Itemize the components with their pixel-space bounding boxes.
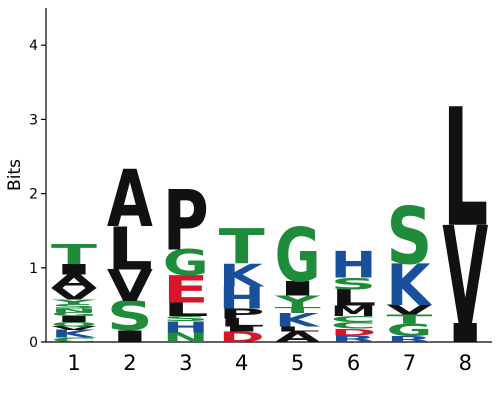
logo-letter-g: G xyxy=(51,311,97,317)
logo-letter-a: A xyxy=(275,329,322,345)
logo-letter-m: M xyxy=(331,303,377,320)
logo-letter-i: I xyxy=(51,314,97,323)
logo-letter-d: D xyxy=(331,327,377,338)
x-tick-label: 7 xyxy=(403,351,416,375)
x-tick-label: 4 xyxy=(235,351,248,375)
logo-letter-y: Y xyxy=(50,299,96,306)
logo-letter-v: V xyxy=(386,303,433,318)
logo-letter-r: R xyxy=(331,334,377,345)
logo-letter-k: K xyxy=(275,310,321,331)
logo-letter-l: L xyxy=(331,285,377,311)
logo-letter-g: G xyxy=(386,320,432,340)
logo-letter-d: D xyxy=(219,329,265,346)
logo-letter-h: H xyxy=(219,281,265,316)
logo-letter-i: I xyxy=(51,261,97,278)
logo-letter-g: G xyxy=(275,212,321,299)
x-tick-label: 5 xyxy=(291,351,304,375)
logo-letter-k: K xyxy=(386,253,432,319)
logo-letters: CKVQIGNSYVAITISVLANHSLEGPDILPHKTALKTYIGR… xyxy=(50,74,488,356)
logo-letter-s: S xyxy=(163,315,209,323)
x-ticks: 1 2 3 4 5 6 7 8 xyxy=(67,351,472,375)
logo-letter-h: H xyxy=(163,318,209,336)
y-axis-label: Bits xyxy=(5,159,25,191)
logo-letter-n: N xyxy=(163,330,209,345)
y-tick-label: 0 xyxy=(29,335,38,351)
logo-letter-i: I xyxy=(275,277,321,299)
logo-letter-s: S xyxy=(107,294,153,340)
y-tick-label: 4 xyxy=(29,38,38,54)
logo-letter-a: A xyxy=(51,271,97,292)
logo-letter-s: S xyxy=(331,274,377,293)
logo-letter-i: I xyxy=(107,327,153,346)
x-tick-label: 8 xyxy=(459,351,472,375)
y-tick-label: 2 xyxy=(29,187,38,203)
axes xyxy=(45,8,492,343)
logo-letter-a: A xyxy=(107,155,153,245)
logo-letter-l: L xyxy=(442,74,488,264)
x-tick-label: 3 xyxy=(179,351,192,375)
logo-letter-v: V xyxy=(51,285,97,304)
logo-letter-s: S xyxy=(386,191,432,282)
logo-letter-g: G xyxy=(163,243,209,285)
y-ticks: 0 1 2 3 4 xyxy=(29,38,46,351)
logo-letter-h: H xyxy=(331,245,377,287)
logo-letter-t: T xyxy=(219,219,265,275)
logo-letter-q: Q xyxy=(51,321,97,328)
y-tick-label: 3 xyxy=(29,112,38,128)
logo-letter-k: K xyxy=(51,328,97,340)
x-tick-label: 6 xyxy=(347,351,360,375)
logo-letter-y: Y xyxy=(274,292,320,311)
logo-letter-p: P xyxy=(219,306,265,321)
logo-letter-t: T xyxy=(386,312,432,326)
logo-letter-i: I xyxy=(219,325,265,333)
logo-letter-t: T xyxy=(275,306,321,315)
logo-letter-k: K xyxy=(219,257,265,294)
logo-letter-c: C xyxy=(51,337,97,344)
logo-letter-c: C xyxy=(331,315,377,324)
logo-letter-c: C xyxy=(331,320,377,331)
logo-letter-l: L xyxy=(163,299,209,320)
logo-letter-v: V xyxy=(107,262,154,312)
logo-letter-i: I xyxy=(442,319,488,349)
logo-letter-r: R xyxy=(386,335,432,345)
logo-letter-n: N xyxy=(51,308,97,314)
logo-letter-e: E xyxy=(163,268,209,312)
logo-letter-l: L xyxy=(107,215,153,284)
logo-letter-p: P xyxy=(163,174,209,270)
logo-letter-l: L xyxy=(275,325,321,333)
y-tick-label: 1 xyxy=(29,261,38,277)
x-tick-label: 1 xyxy=(67,351,80,375)
logo-letter-s: S xyxy=(51,303,97,310)
x-tick-label: 2 xyxy=(123,351,136,375)
logo-letter-l: L xyxy=(219,316,265,329)
logo-letter-v: V xyxy=(442,198,488,356)
logo-letter-v: V xyxy=(51,325,97,331)
logo-letter-t: T xyxy=(51,239,97,271)
